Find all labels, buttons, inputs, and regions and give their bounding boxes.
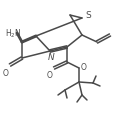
Text: H$_2$N: H$_2$N [5, 27, 21, 40]
Text: O: O [2, 68, 8, 77]
Text: O: O [46, 70, 52, 79]
Text: N: N [48, 53, 54, 62]
Text: O: O [81, 63, 87, 72]
Text: S: S [85, 11, 91, 20]
